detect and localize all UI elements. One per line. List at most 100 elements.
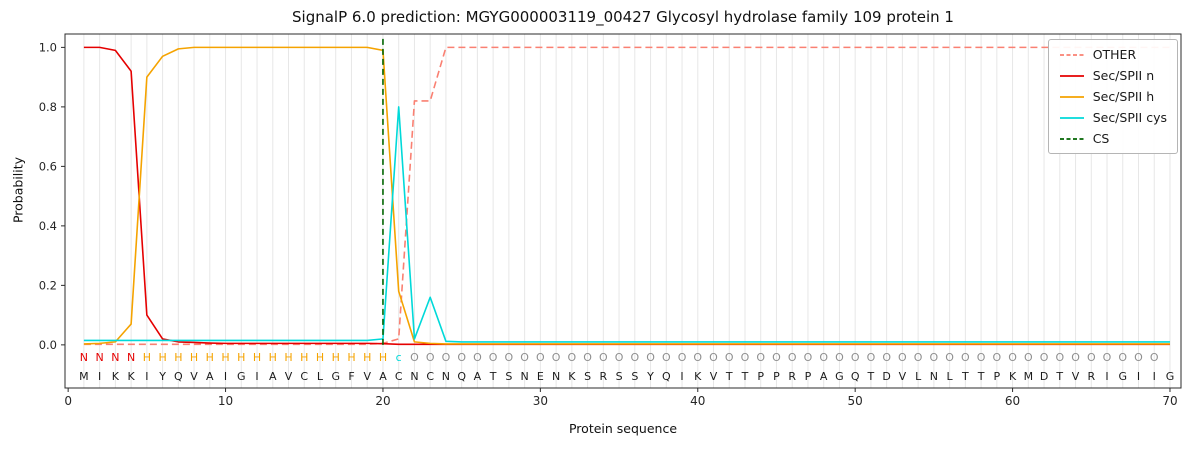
legend-line-swatch — [1059, 137, 1084, 140]
annotation-letter: O — [851, 351, 860, 364]
annotation-letter: O — [662, 351, 671, 364]
sequence-letter: S — [505, 370, 512, 383]
legend-line-swatch — [1059, 53, 1084, 56]
annotation-letter: O — [583, 351, 592, 364]
x-tick-label: 30 — [533, 394, 548, 408]
legend-label: Sec/SPII h — [1092, 89, 1155, 104]
sequence-letter: F — [348, 370, 354, 383]
sequence-letter: R — [788, 370, 796, 383]
legend-label: OTHER — [1092, 47, 1137, 62]
annotation-letter: O — [772, 351, 781, 364]
sequence-letter: A — [820, 370, 828, 383]
y-tick-label: 0.6 — [39, 159, 57, 173]
annotation-letter: O — [426, 351, 435, 364]
annotation-letter: H — [143, 351, 151, 364]
annotation-letter: O — [442, 351, 451, 364]
annotation-letter: O — [835, 351, 844, 364]
annotation-letter: O — [930, 351, 939, 364]
annotation-letter: O — [552, 351, 561, 364]
annotation-letter: H — [300, 351, 308, 364]
annotation-letter: O — [945, 351, 954, 364]
annotation-letter: O — [410, 351, 419, 364]
legend-line-swatch — [1059, 95, 1084, 98]
y-tick-label: 0.2 — [39, 278, 57, 292]
sequence-letter: T — [741, 370, 749, 383]
annotation-letter: O — [1055, 351, 1064, 364]
legend-item: OTHER — [1059, 47, 1167, 62]
annotation-letter: H — [253, 351, 261, 364]
annotation-letter: O — [898, 351, 907, 364]
sequence-letter: S — [584, 370, 591, 383]
annotation-letter: O — [804, 351, 813, 364]
annotation-letter: H — [190, 351, 198, 364]
annotation-letter: O — [536, 351, 545, 364]
sequence-letter: D — [1040, 370, 1048, 383]
annotation-letter: O — [489, 351, 498, 364]
sequence-letter: P — [805, 370, 812, 383]
sequence-letter: K — [128, 370, 136, 383]
annotation-letter: O — [725, 351, 734, 364]
annotation-letter: H — [158, 351, 166, 364]
legend: OTHER Sec/SPII n Sec/SPII h Sec/SPII cys CS — [1047, 39, 1178, 154]
sequence-letter: K — [1009, 370, 1017, 383]
annotation-letter: O — [914, 351, 923, 364]
y-tick-label: 0.4 — [39, 219, 57, 233]
series-line-sec-spii-n — [83, 46, 1170, 346]
sequence-letter: E — [537, 370, 544, 383]
annotation-letter: O — [599, 351, 608, 364]
sequence-letter: P — [757, 370, 764, 383]
legend-item: Sec/SPII h — [1059, 89, 1167, 104]
sequence-letter: T — [1055, 370, 1063, 383]
x-tick-label: 20 — [375, 394, 390, 408]
sequence-letter: A — [269, 370, 277, 383]
sequence-letter: I — [98, 370, 101, 383]
sequence-letter: R — [1087, 370, 1095, 383]
sequence-letter: V — [190, 370, 198, 383]
annotation-letter: H — [316, 351, 324, 364]
sequence-letter: C — [395, 370, 403, 383]
annotation-letter: O — [1071, 351, 1080, 364]
annotation-letter: O — [709, 351, 718, 364]
sequence-letter: T — [977, 370, 985, 383]
y-tick-label: 0.0 — [39, 338, 57, 352]
annotation-letter: O — [741, 351, 750, 364]
legend-line-swatch — [1059, 116, 1084, 119]
sequence-letter: N — [521, 370, 529, 383]
annotation-letter: O — [1008, 351, 1017, 364]
sequence-letter: G — [1166, 370, 1175, 383]
annotation-letter: H — [332, 351, 340, 364]
plot-border — [64, 33, 1182, 389]
legend-label: Sec/SPII n — [1092, 68, 1155, 83]
annotation-letter: O — [473, 351, 482, 364]
sequence-letter: N — [442, 370, 450, 383]
sequence-letter: G — [1118, 370, 1127, 383]
annotation-letter: O — [819, 351, 828, 364]
sequence-letter: N — [552, 370, 560, 383]
sequence-letter: M — [1024, 370, 1034, 383]
sequence-letter: K — [694, 370, 702, 383]
annotation-letter: O — [615, 351, 624, 364]
sequence-letter: I — [680, 370, 683, 383]
x-tick-label: 50 — [848, 394, 863, 408]
sequence-letter: A — [206, 370, 214, 383]
sequence-letter: M — [79, 370, 89, 383]
annotation-letter: H — [379, 351, 387, 364]
chart-title: SignalP 6.0 prediction: MGYG000003119_00… — [292, 8, 954, 26]
annotation-letter: O — [457, 351, 466, 364]
sequence-letter: S — [631, 370, 638, 383]
annotation-letter: O — [520, 351, 529, 364]
sequence-letter: I — [1153, 370, 1156, 383]
sequence-letter: G — [331, 370, 340, 383]
sequence-letter: Q — [174, 370, 183, 383]
annotation-letter: H — [174, 351, 182, 364]
annotation-letter: O — [1118, 351, 1127, 364]
sequence-letter: P — [773, 370, 780, 383]
annotation-letter: O — [977, 351, 986, 364]
annotation-letter: H — [237, 351, 245, 364]
legend-item: Sec/SPII n — [1059, 68, 1167, 83]
sequence-letter: V — [285, 370, 293, 383]
sequence-letter: T — [867, 370, 875, 383]
annotation-letter: N — [80, 351, 88, 364]
x-tick-label: 70 — [1162, 394, 1177, 408]
